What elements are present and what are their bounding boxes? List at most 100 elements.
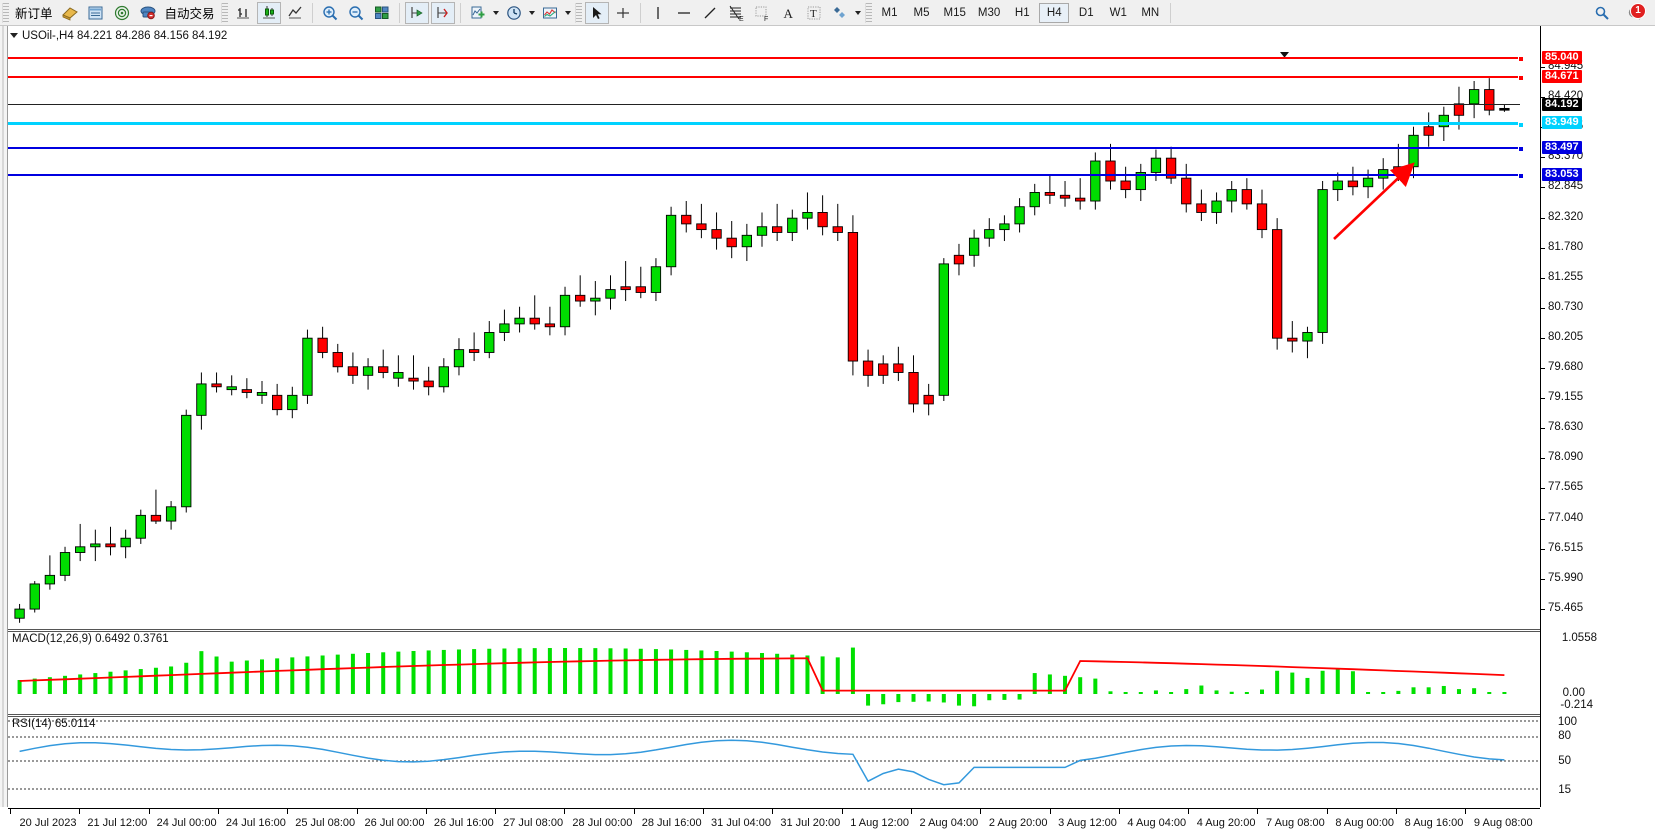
data-window-icon[interactable] [84,2,108,24]
shapes-dropdown-caret[interactable] [853,2,863,24]
candle [1484,89,1495,111]
crosshair-icon[interactable] [611,2,635,24]
timeframe-mn[interactable]: MN [1135,3,1165,23]
shift-end-icon[interactable] [404,1,429,24]
candle [590,297,601,302]
equidistant-channel-icon[interactable]: F [750,2,774,24]
signals-icon[interactable] [110,2,134,24]
text-label-icon[interactable]: A [776,2,800,24]
profile-icon[interactable] [58,2,82,24]
text-box-icon[interactable]: T [802,2,826,24]
tile-windows-icon[interactable] [370,2,394,24]
vertical-line-icon[interactable] [646,2,670,24]
candle [696,223,707,231]
shapes-icon[interactable] [828,2,852,24]
toolbar-grip-3[interactable] [574,2,582,23]
candle [14,608,25,619]
toolbar-grip[interactable] [2,2,9,23]
indicators-dropdown-caret[interactable] [491,2,501,24]
candle [938,263,949,396]
candle [226,386,237,391]
price-tag-83053[interactable]: 83.053 [1542,168,1582,181]
candle [787,217,798,233]
period-icon[interactable] [502,2,526,24]
candle [332,352,343,368]
fibonacci-icon[interactable]: E [724,2,748,24]
indicators-icon[interactable] [466,2,490,24]
zoom-out-icon[interactable] [344,2,368,24]
auto-scroll-icon[interactable] [430,1,455,24]
time-axis-tickmark [148,809,150,814]
timeframe-w1[interactable]: W1 [1103,3,1133,23]
toolbar-separator-5 [1170,2,1172,23]
candle [408,377,419,382]
time-axis-label: 27 Jul 08:00 [503,817,564,829]
candle [1241,189,1252,205]
chart-left-scale-bar[interactable] [0,26,8,807]
toolbar-grip-2[interactable] [220,2,228,23]
timeframe-h1[interactable]: H1 [1007,3,1037,23]
search-icon[interactable] [1590,2,1614,24]
price-tag-84192[interactable]: 84.192 [1542,98,1582,111]
candle [423,380,434,388]
auto-trading-button[interactable]: 自动交易 [161,2,219,24]
time-axis-tickmark [79,809,81,814]
chart-container[interactable]: USOil-,H4 84.221 84.286 84.156 84.192 [0,26,1655,835]
timeframe-m1[interactable]: M1 [875,3,905,23]
main-toolbar: 新订单 [0,0,1655,26]
candle [756,226,768,236]
resistance-line-84671[interactable] [8,75,1524,81]
templates-icon[interactable] [538,2,562,24]
time-axis-tickmark [495,809,497,814]
auto-trading-icon[interactable] [136,2,160,24]
candle [620,286,631,291]
timeframe-m5[interactable]: M5 [907,3,937,23]
templates-dropdown-caret[interactable] [563,2,573,24]
time-axis-tickmark [1396,809,1397,814]
time-axis-label: 28 Jul 16:00 [641,817,702,829]
candle [1075,197,1086,202]
rsi-panel-divider[interactable] [8,714,1540,717]
price-axis-tickmark [1541,337,1545,339]
candle [635,286,646,293]
resistance-line-85040[interactable] [8,56,1524,62]
trendline-icon[interactable] [698,2,722,24]
price-tag-83949[interactable]: 83.949 [1542,116,1582,129]
horizontal-line-icon[interactable] [672,2,696,24]
level-line-83949[interactable] [8,122,1524,128]
time-axis-label: 31 Jul 20:00 [780,817,841,829]
line-chart-icon[interactable] [283,2,307,24]
time-axis-tickmark [356,809,358,814]
chart-drawing-layer [8,78,1538,790]
toolbar-grip-4[interactable] [864,2,872,23]
candle [862,360,874,376]
toolbar-right-group: 1 [1589,2,1655,24]
bar-chart-icon[interactable] [231,2,255,24]
zoom-in-icon[interactable] [318,2,342,24]
timeframe-m15[interactable]: M15 [939,3,971,23]
chart-menu-caret-icon[interactable] [10,33,18,39]
time-axis[interactable]: 20 Jul 2023 21 Jul 12:00 24 Jul 00:00 24 Ju… [8,808,1540,835]
notifications-icon[interactable]: 1 [1622,2,1648,24]
support-line-83053[interactable] [8,173,1524,179]
price-tag-85040[interactable]: 85.040 [1542,51,1582,64]
cursor-icon[interactable] [584,1,609,24]
timeframe-h4[interactable]: H4 [1039,2,1070,23]
timeframe-d1[interactable]: D1 [1071,3,1101,23]
period-dropdown-caret[interactable] [527,2,537,24]
chart-header: USOil-,H4 84.221 84.286 84.156 84.192 [10,30,227,42]
support-line-83497[interactable] [8,146,1524,152]
timeframe-label: M30 [977,6,1001,19]
price-tag-84671[interactable]: 84.671 [1542,70,1582,83]
time-axis-label: 24 Jul 00:00 [156,817,217,829]
price-tag-83497[interactable]: 83.497 [1542,141,1582,154]
candle [1499,107,1510,111]
candle [120,537,131,548]
macd-panel-divider[interactable] [8,629,1540,632]
timeframe-label: H4 [1046,6,1062,19]
candle [1408,134,1419,168]
timeframe-m30[interactable]: M30 [973,3,1005,23]
candlestick-icon[interactable] [256,1,281,24]
new-order-button[interactable]: 新订单 [11,2,57,24]
price-axis[interactable]: 84.94584.42083.89583.37082.84582.32081.7… [1540,26,1655,807]
